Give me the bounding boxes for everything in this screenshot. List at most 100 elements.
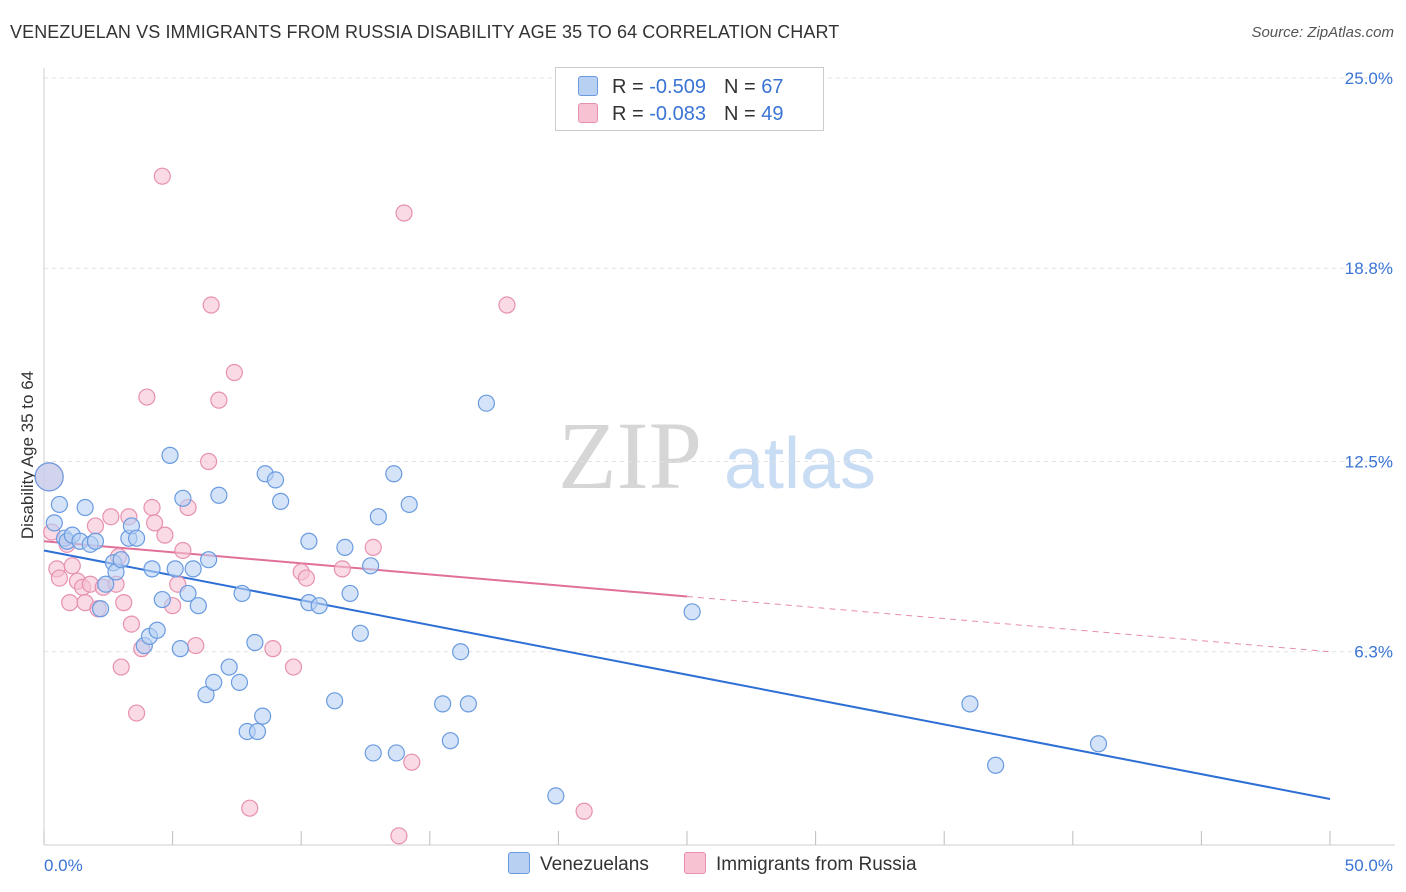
point-venezuelans [220,658,238,676]
point-russia [284,658,303,676]
y-tick-label: 6.3% [1354,643,1393,662]
point-venezuelans [254,707,272,725]
legend-r-value: -0.509 [649,76,706,98]
point-venezuelans [987,756,1005,774]
point-venezuelans [34,462,64,492]
point-venezuelans [362,557,380,575]
correlation-legend: R = -0.509 N = 67 R = -0.083 N = 49 [555,67,824,131]
point-venezuelans [248,722,267,741]
legend-n-label: N = [723,76,762,98]
point-russia [127,704,146,722]
point-russia [138,388,156,406]
point-russia [174,541,192,560]
point-russia [241,799,259,817]
legend-r-value: -0.083 [649,103,706,125]
x-tick-label: 0.0% [44,856,83,875]
point-venezuelans [272,492,290,510]
legend-swatch-blue [578,76,598,96]
bottom-legend-swatch-pink [684,852,706,874]
point-venezuelans [210,486,228,504]
legend-row-russia: R = -0.083 N = 49 [578,103,783,126]
legend-n-label: N = [723,103,762,125]
y-tick-label: 25.0% [1345,69,1393,88]
legend-r-label: R = [612,76,650,98]
point-russia [575,802,593,820]
point-russia [225,363,243,382]
point-venezuelans [369,508,387,526]
point-venezuelans [166,560,184,578]
point-russia [297,569,315,587]
trendline-russia-extension [686,595,1331,653]
point-venezuelans [179,584,197,603]
point-russia [390,827,408,845]
point-venezuelans [91,600,110,618]
y-tick-label: 12.5% [1345,453,1393,472]
bottom-legend-russia: Immigrants from Russia [684,852,917,876]
point-venezuelans [387,744,405,762]
point-venezuelans [184,560,202,578]
point-venezuelans [1089,735,1108,753]
point-venezuelans [148,621,166,639]
point-venezuelans [50,495,69,514]
point-russia [210,391,228,409]
source-label: Source: ZipAtlas.com [1251,24,1394,41]
point-venezuelans [400,495,418,514]
point-venezuelans [143,560,161,578]
point-russia [498,296,516,314]
point-venezuelans [246,633,264,652]
point-venezuelans [683,603,701,621]
point-venezuelans [336,538,354,557]
point-russia [187,636,205,655]
point-venezuelans [233,584,251,603]
point-venezuelans [197,686,215,704]
point-russia [102,508,120,526]
point-russia [122,615,141,633]
point-venezuelans [76,498,94,517]
point-venezuelans [459,695,477,713]
point-venezuelans [385,465,403,483]
point-venezuelans [326,692,344,710]
point-venezuelans [189,597,207,615]
point-russia [61,594,79,612]
point-venezuelans [351,624,369,642]
point-venezuelans [97,575,115,593]
point-russia [403,753,421,771]
point-venezuelans [174,489,192,507]
point-russia [200,452,218,471]
chart-title: VENEZUELAN VS IMMIGRANTS FROM RUSSIA DIS… [10,22,840,42]
point-venezuelans [153,590,171,609]
legend-r-label: R = [612,103,650,125]
point-venezuelans [961,695,979,713]
point-venezuelans [45,514,63,532]
point-venezuelans [230,673,249,691]
bottom-legend-swatch-blue [508,852,530,874]
point-russia [264,640,282,658]
point-venezuelans [112,551,130,569]
point-venezuelans [266,471,285,489]
point-russia [86,517,105,535]
point-venezuelans [86,532,105,550]
point-russia [145,514,164,532]
point-venezuelans [452,643,470,661]
point-russia [156,526,174,544]
point-russia [395,204,413,222]
point-russia [112,658,130,676]
point-russia [50,569,69,587]
point-venezuelans [127,529,146,547]
bottom-legend-venezuelans: Venezuelans [508,852,649,876]
bottom-legend-label: Venezuelans [540,854,649,875]
trendline-venezuelans [43,549,1331,800]
x-tick-label: 50.0% [1345,856,1393,875]
point-venezuelans [434,695,452,713]
legend-n-value: 67 [761,76,784,98]
watermark-zip: ZIP [558,402,702,509]
point-russia [115,594,133,612]
point-venezuelans [200,551,218,569]
point-venezuelans [310,597,328,615]
point-russia [333,560,351,578]
point-venezuelans [441,732,459,750]
point-venezuelans [547,787,565,805]
point-russia [364,538,382,557]
point-russia [143,498,161,517]
point-venezuelans [300,532,318,550]
